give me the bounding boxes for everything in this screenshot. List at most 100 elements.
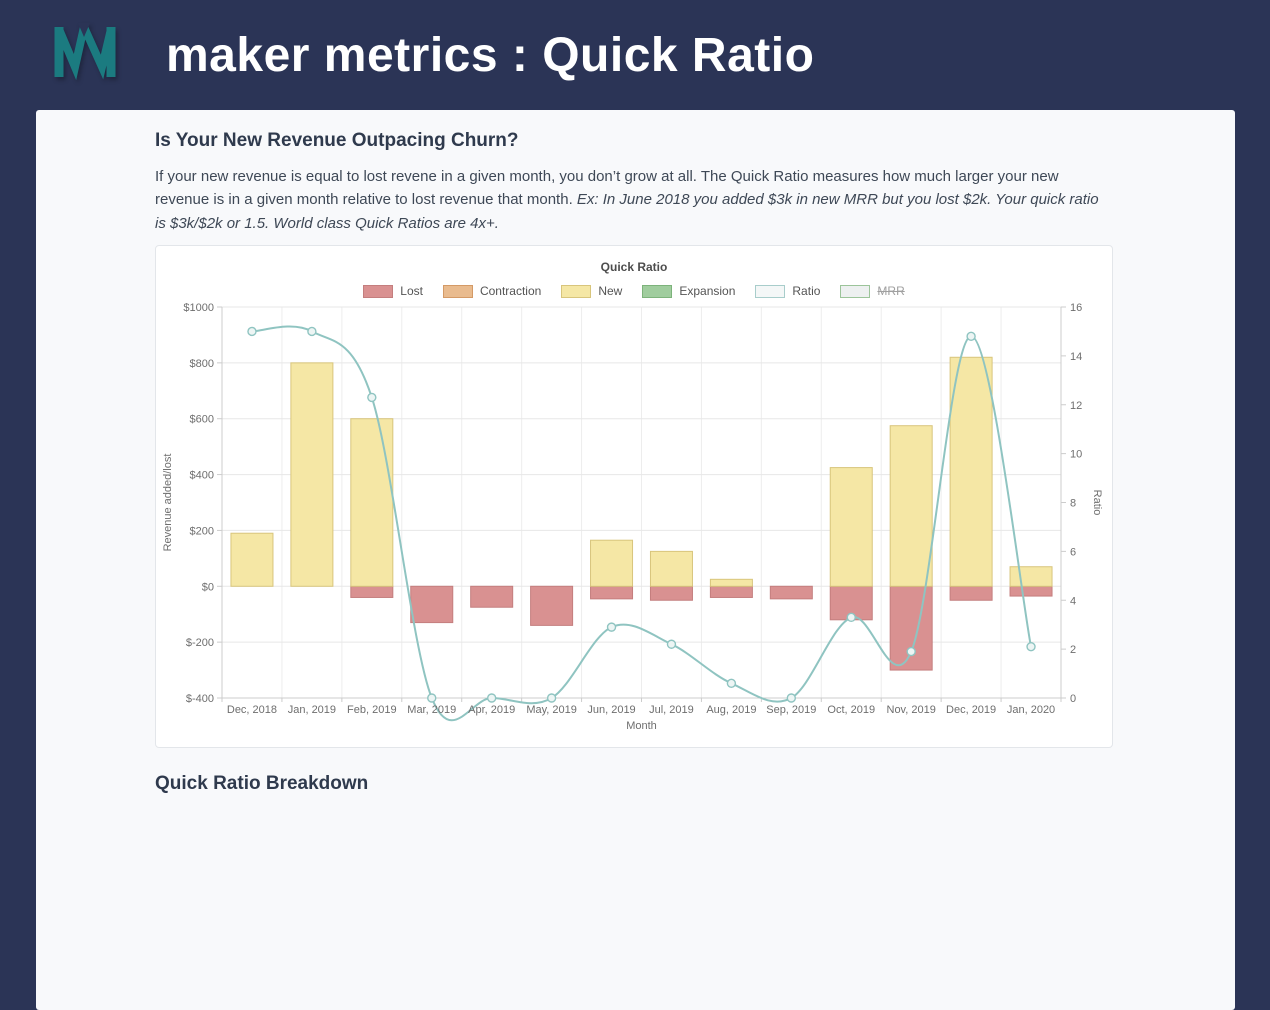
right-axis-tick-label: 14 (1070, 351, 1082, 363)
ratio-point (307, 326, 317, 336)
right-axis-tick-label: 16 (1070, 302, 1082, 314)
x-axis-tick-label: May, 2019 (526, 704, 577, 716)
x-axis-tick-label: Feb, 2019 (347, 704, 397, 716)
breakdown-heading: Quick Ratio Breakdown (155, 772, 369, 794)
chart-legend: Lost Contraction New Expansion Ratio MRR (156, 284, 1112, 299)
legend-swatch-new (561, 284, 592, 298)
ratio-point (367, 392, 377, 402)
bar-new (709, 578, 753, 587)
ratio-point (546, 693, 557, 703)
ratio-point (846, 612, 856, 622)
bar-lost (769, 585, 813, 600)
intro-text-example: Ex: In June 2018 you added $3k in new MR… (155, 191, 1099, 232)
bar-lost (590, 585, 634, 600)
right-axis-tick-label: 2 (1070, 644, 1076, 656)
left-axis-tick-label: $-400 (186, 693, 214, 705)
ratio-point (1026, 641, 1036, 652)
app-header: maker metrics : Quick Ratio (0, 0, 1270, 110)
legend-label: Lost (400, 284, 423, 299)
chart-title: Quick Ratio (600, 259, 668, 274)
bar-new (290, 362, 334, 587)
right-axis-tick-label: 0 (1070, 693, 1076, 705)
x-axis-tick-label: Jul, 2019 (649, 704, 694, 716)
legend-label: Ratio (792, 284, 821, 299)
legend-swatch-contraction (442, 284, 473, 298)
bar-lost (350, 585, 394, 598)
ratio-point (786, 693, 797, 703)
left-axis-tick-label: $600 (190, 413, 214, 425)
maker-metrics-logo (54, 23, 116, 81)
ratio-point (906, 646, 916, 657)
x-axis-title: Month (626, 720, 657, 732)
legend-label: Contraction (479, 284, 542, 299)
content-card: Is Your New Revenue Outpacing Churn? If … (36, 110, 1235, 1010)
bar-new (829, 466, 873, 587)
ratio-point (606, 622, 617, 632)
bar-lost (649, 585, 693, 601)
legend-item-mrr[interactable]: MRR (840, 284, 905, 299)
legend-label: Expansion (679, 284, 736, 299)
legend-item-new[interactable]: New (561, 284, 622, 298)
x-axis-tick-label: Dec, 2018 (227, 704, 277, 716)
ratio-point (726, 678, 737, 688)
bar-new (230, 532, 274, 587)
ratio-point (247, 326, 257, 336)
left-axis-tick-label: $0 (202, 581, 214, 593)
left-axis-tick-label: $1000 (183, 302, 214, 314)
bar-lost (470, 585, 514, 608)
legend-swatch-ratio (755, 284, 786, 298)
ratio-point (666, 639, 677, 649)
legend-swatch-lost (363, 284, 394, 298)
x-axis-tick-label: Oct, 2019 (827, 704, 875, 716)
bar-lost (709, 585, 753, 598)
bar-lost (949, 585, 993, 601)
legend-item-contraction[interactable]: Contraction (442, 284, 542, 299)
bar-new (590, 539, 634, 587)
x-axis-tick-label: Aug, 2019 (706, 704, 756, 716)
bar-lost (530, 585, 574, 626)
left-axis-tick-label: $-200 (186, 637, 214, 649)
left-axis-tick-label: $200 (190, 525, 214, 537)
intro-paragraph: If your new revenue is equal to lost rev… (155, 165, 1111, 235)
legend-swatch-expansion (642, 284, 673, 298)
legend-swatch-mrr (840, 284, 871, 298)
bar-new (350, 417, 394, 587)
left-axis-title: Revenue added/lost (162, 453, 174, 551)
ratio-point (486, 693, 497, 703)
x-axis-tick-label: Jun, 2019 (587, 704, 635, 716)
x-axis-tick-label: Jan, 2019 (288, 704, 336, 716)
legend-item-expansion[interactable]: Expansion (642, 284, 735, 298)
right-axis-tick-label: 8 (1070, 497, 1076, 509)
x-axis-tick-label: Sep, 2019 (766, 704, 816, 716)
page-title: maker metrics : Quick Ratio (166, 28, 815, 82)
legend-item-lost[interactable]: Lost (363, 284, 423, 298)
intro-text-normal: If your new revenue is equal to lost rev… (155, 168, 1059, 209)
x-axis-tick-label: Apr, 2019 (468, 704, 515, 716)
ratio-point (966, 331, 976, 341)
legend-label: New (598, 284, 623, 299)
legend-item-ratio[interactable]: Ratio (755, 284, 820, 298)
bar-lost (410, 585, 454, 623)
right-axis-tick-label: 4 (1070, 595, 1076, 607)
bar-lost (1009, 585, 1053, 597)
quick-ratio-plot: $1000 $800 $600 $400 $200 $0 $-200 $-400 16 14 12 1… (162, 302, 1103, 732)
left-axis-tick-label: $400 (190, 469, 214, 481)
bar-lost (889, 585, 933, 671)
x-axis-tick-label: Nov, 2019 (887, 704, 936, 716)
quick-ratio-chart-card: Quick Ratio Lost Contraction New Expansion R… (155, 244, 1113, 748)
intro-heading: Is Your New Revenue Outpacing Churn? (155, 130, 519, 151)
bar-new (949, 356, 993, 587)
bar-new (649, 550, 693, 587)
x-axis-tick-label: Jan, 2020 (1007, 704, 1055, 716)
right-axis-tick-label: 12 (1070, 400, 1082, 412)
bar-new (889, 424, 933, 587)
right-axis-tick-label: 6 (1070, 546, 1076, 558)
right-axis-title: Ratio (1091, 489, 1103, 515)
legend-label: MRR (877, 284, 905, 299)
x-axis-tick-label: Mar, 2019 (407, 704, 456, 716)
ratio-point (427, 693, 437, 703)
x-axis-tick-label: Dec, 2019 (946, 704, 996, 716)
left-axis-tick-label: $800 (190, 358, 214, 370)
bar-new (1009, 565, 1053, 587)
right-axis-tick-label: 10 (1070, 448, 1082, 460)
